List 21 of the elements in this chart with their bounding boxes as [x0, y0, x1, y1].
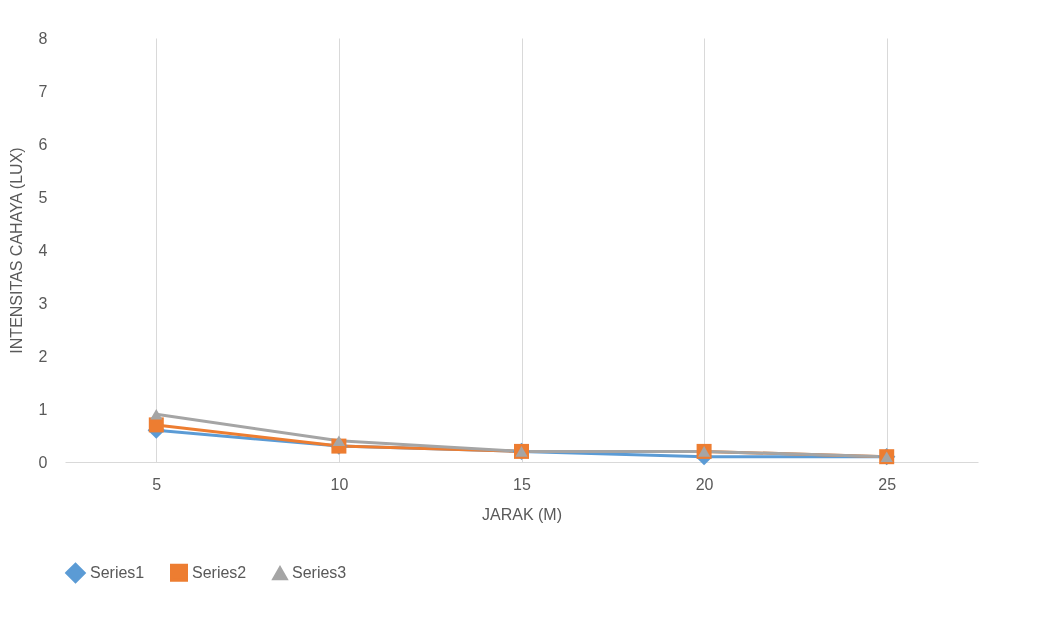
y-tick-label: 7	[38, 82, 48, 100]
x-tick-label: 10	[330, 475, 349, 493]
x-axis-title: JARAK (M)	[482, 505, 562, 523]
point	[150, 409, 163, 420]
y-tick-label: 6	[38, 135, 48, 153]
legend-label: Series2	[192, 563, 247, 581]
x-tick-label: 5	[152, 475, 162, 493]
y-tick-label: 3	[38, 294, 48, 312]
y-tick-label: 4	[38, 241, 48, 259]
legend-label: Series1	[90, 563, 145, 581]
x-tick-label: 25	[878, 475, 897, 493]
y-tick-label: 1	[38, 400, 48, 418]
y-tick-label: 0	[38, 453, 48, 471]
y-tick-label: 5	[38, 188, 48, 206]
point	[332, 435, 346, 447]
x-tick-label: 20	[695, 475, 714, 493]
y-axis-title: INTENSITAS CAHAYA (LUX)	[7, 147, 25, 354]
legend-label: Series3	[292, 564, 347, 582]
y-tick-label: 2	[38, 347, 48, 365]
x-tick-label: 15	[513, 475, 531, 493]
y-tick-label: 8	[38, 29, 48, 47]
